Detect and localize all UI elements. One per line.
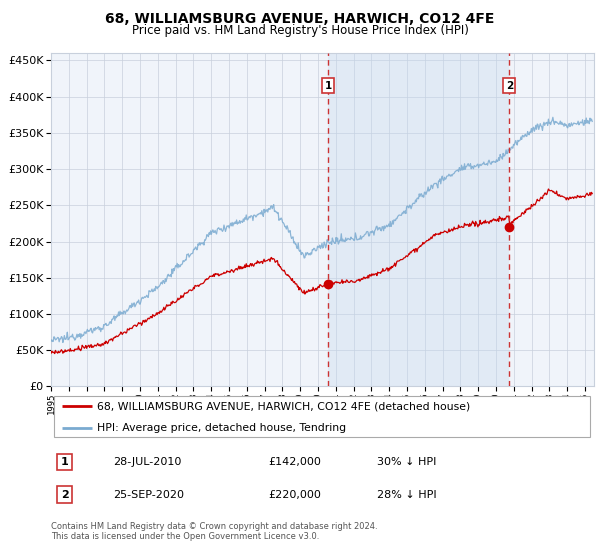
Text: 1: 1: [325, 81, 332, 91]
Text: 2: 2: [61, 489, 68, 500]
FancyBboxPatch shape: [54, 396, 590, 437]
Bar: [328, 53, 509, 386]
Text: 28% ↓ HPI: 28% ↓ HPI: [377, 489, 436, 500]
Text: 68, WILLIAMSBURG AVENUE, HARWICH, CO12 4FE: 68, WILLIAMSBURG AVENUE, HARWICH, CO12 4…: [106, 12, 494, 26]
Text: 68, WILLIAMSBURG AVENUE, HARWICH, CO12 4FE (detached house): 68, WILLIAMSBURG AVENUE, HARWICH, CO12 4…: [97, 401, 470, 411]
Text: £142,000: £142,000: [268, 457, 321, 467]
Text: 25-SEP-2020: 25-SEP-2020: [113, 489, 184, 500]
Text: £220,000: £220,000: [268, 489, 321, 500]
Text: Contains HM Land Registry data © Crown copyright and database right 2024.
This d: Contains HM Land Registry data © Crown c…: [51, 522, 377, 542]
Text: 28-JUL-2010: 28-JUL-2010: [113, 457, 182, 467]
Text: 2: 2: [506, 81, 513, 91]
Text: Price paid vs. HM Land Registry's House Price Index (HPI): Price paid vs. HM Land Registry's House …: [131, 24, 469, 37]
Text: 1: 1: [61, 457, 68, 467]
Text: HPI: Average price, detached house, Tendring: HPI: Average price, detached house, Tend…: [97, 423, 346, 433]
Text: 30% ↓ HPI: 30% ↓ HPI: [377, 457, 436, 467]
